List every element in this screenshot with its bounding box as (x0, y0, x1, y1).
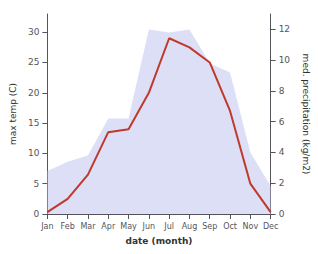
svg-text:0: 0 (34, 209, 40, 219)
svg-text:Sep: Sep (202, 222, 217, 231)
svg-text:25: 25 (28, 57, 39, 67)
svg-text:Nov: Nov (243, 222, 259, 231)
svg-text:Aug: Aug (182, 222, 198, 231)
svg-text:Jan: Jan (40, 222, 53, 231)
svg-text:date (month): date (month) (126, 236, 193, 246)
svg-text:0: 0 (279, 209, 285, 219)
svg-text:med. precipitation (kg/m2): med. precipitation (kg/m2) (301, 54, 311, 175)
svg-text:10: 10 (279, 55, 291, 65)
svg-text:Feb: Feb (61, 222, 75, 231)
svg-text:20: 20 (28, 88, 40, 98)
svg-text:12: 12 (279, 24, 290, 34)
svg-text:15: 15 (28, 118, 39, 128)
svg-text:2: 2 (279, 178, 285, 188)
svg-text:Jul: Jul (163, 222, 174, 231)
svg-text:5: 5 (34, 179, 40, 189)
svg-text:4: 4 (279, 147, 285, 157)
svg-text:Oct: Oct (223, 222, 237, 231)
svg-text:Mar: Mar (80, 222, 96, 231)
svg-text:max temp (C): max temp (C) (8, 83, 18, 145)
svg-text:Apr: Apr (101, 222, 116, 231)
svg-text:30: 30 (28, 27, 40, 37)
svg-text:Dec: Dec (263, 222, 278, 231)
svg-text:10: 10 (28, 148, 40, 158)
svg-text:Jun: Jun (142, 222, 156, 231)
svg-text:8: 8 (279, 86, 285, 96)
svg-text:6: 6 (279, 117, 285, 127)
svg-text:May: May (120, 222, 137, 231)
